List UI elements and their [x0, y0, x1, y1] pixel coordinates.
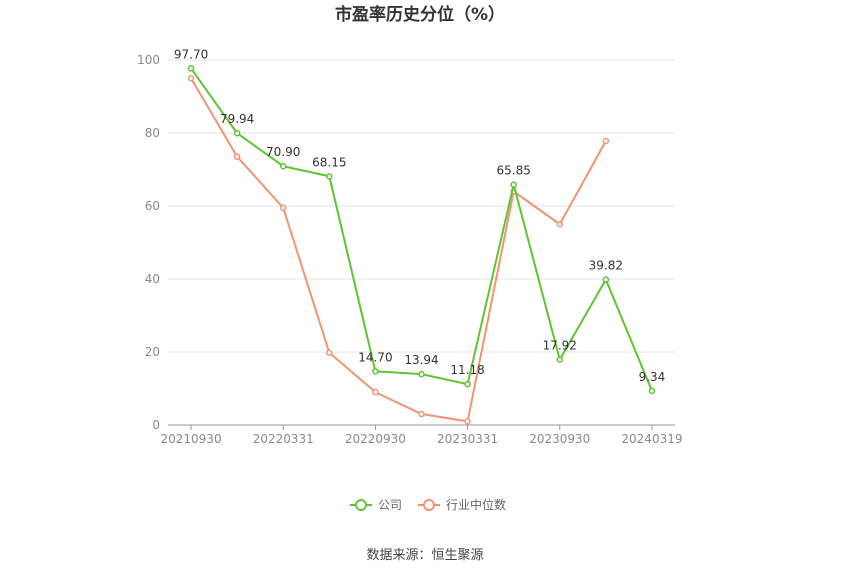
- series-layer: [187, 65, 656, 425]
- industry-median-point: [326, 349, 333, 356]
- company-point: [648, 387, 656, 395]
- chart-title: 市盈率历史分位（%）: [335, 4, 505, 25]
- data-label: 9.34: [639, 370, 666, 384]
- data-label: 39.82: [589, 259, 623, 273]
- data-label: 13.94: [404, 353, 438, 367]
- data-label: 14.70: [358, 350, 392, 364]
- data-labels: 97.70 79.94 70.90 68.15 14.70 13.94 11.18 65.85…: [174, 47, 665, 384]
- industry-median-point: [602, 137, 610, 145]
- y-tick-label: 20: [145, 345, 160, 359]
- y-tick-label: 0: [152, 418, 160, 432]
- x-tick-label: 20230930: [529, 432, 590, 446]
- industry-median-point: [464, 418, 471, 425]
- data-label: 79.94: [220, 112, 254, 126]
- data-label: 17.92: [543, 339, 577, 353]
- industry-median-line: [190, 77, 607, 423]
- industry-median-point: [233, 153, 241, 160]
- legend-label: 行业中位数: [446, 497, 506, 512]
- legend[interactable]: 公司 行业中位数: [350, 497, 506, 512]
- grid: [168, 59, 675, 353]
- industry-median-point: [418, 410, 425, 418]
- legend-industry-median[interactable]: 行业中位数: [418, 497, 506, 512]
- data-label: 65.85: [497, 164, 531, 178]
- legend-marker-icon: [423, 499, 435, 511]
- y-tick-label: 100: [137, 53, 160, 67]
- legend-company[interactable]: 公司: [350, 498, 402, 512]
- company-point: [279, 162, 287, 170]
- x-tick-label: 20240319: [621, 432, 682, 446]
- y-axis: 0 20 40 60 80 100: [137, 53, 160, 432]
- industry-median-point: [187, 75, 195, 82]
- y-tick-label: 40: [145, 272, 160, 286]
- data-label: 97.70: [174, 47, 208, 61]
- x-tick-label: 20220930: [345, 432, 406, 446]
- company-point: [326, 173, 333, 180]
- company-point: [602, 276, 610, 283]
- company-point: [418, 370, 425, 378]
- data-label: 68.15: [312, 155, 346, 169]
- x-tick-label: 20230331: [437, 432, 498, 446]
- industry-median-point: [372, 388, 379, 396]
- legend-label: 公司: [378, 498, 402, 512]
- industry-median-point: [556, 221, 564, 228]
- company-point: [510, 181, 517, 188]
- company-point: [372, 368, 379, 375]
- y-tick-label: 60: [145, 199, 160, 213]
- company-point: [556, 356, 564, 363]
- x-axis: 20210930 20220331 20220930 20230331 20230930…: [161, 424, 682, 446]
- industry-median-point: [279, 204, 287, 212]
- company-point: [464, 380, 471, 388]
- legend-marker-icon: [355, 499, 367, 511]
- x-tick-label: 20210930: [161, 432, 222, 446]
- source-note: 数据来源：恒生聚源: [366, 548, 483, 563]
- company-point: [233, 129, 241, 137]
- data-label: 70.90: [266, 145, 300, 159]
- company-point: [187, 65, 195, 72]
- data-label: 11.18: [450, 363, 484, 377]
- x-tick-label: 20220331: [253, 432, 314, 446]
- y-tick-label: 80: [145, 126, 160, 140]
- company-line: [190, 67, 653, 392]
